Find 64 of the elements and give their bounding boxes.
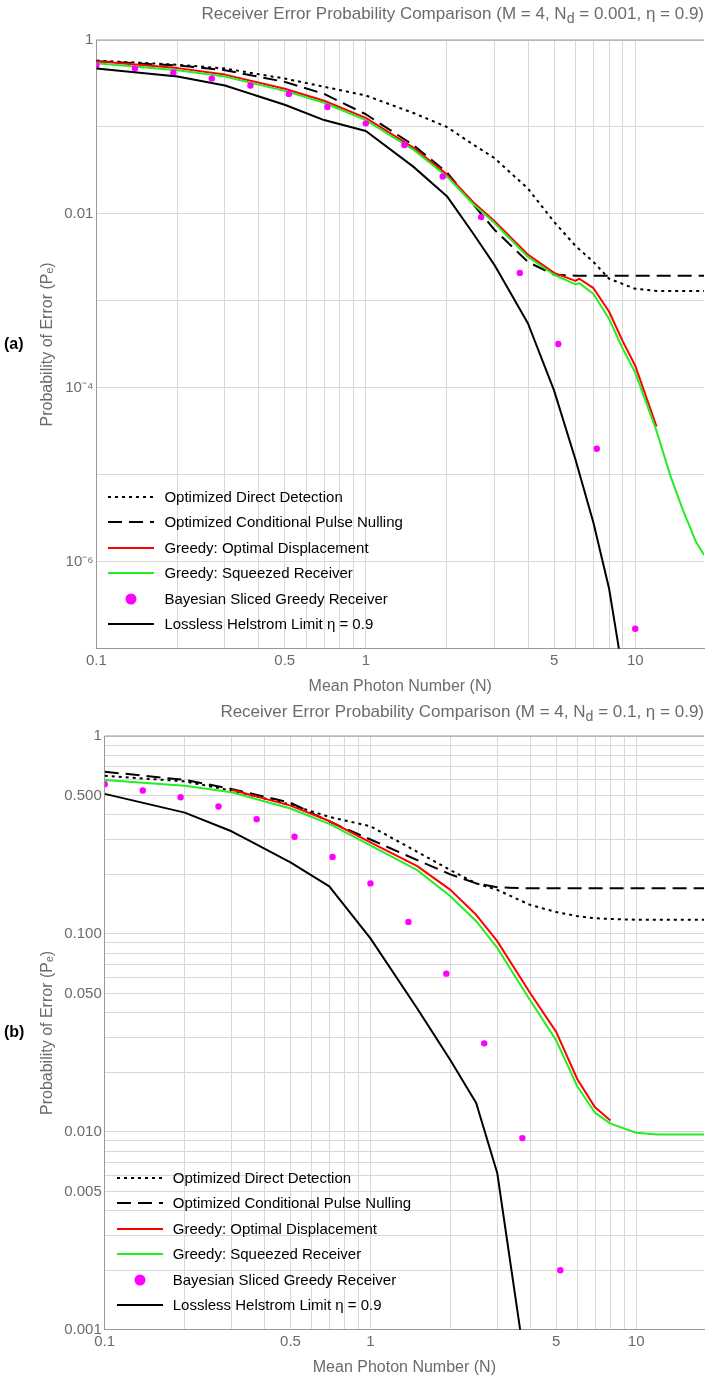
x-tick-label: 5 (552, 1331, 561, 1349)
legend-label: Greedy: Squeezed Receiver (164, 563, 353, 584)
legend-label: Optimized Conditional Pulse Nulling (172, 1193, 412, 1214)
y-axis-title: Probability of Error (Pₑ) (38, 950, 56, 1116)
point (443, 970, 450, 977)
point (362, 120, 370, 127)
point (131, 65, 139, 72)
x-tick-label: 1 (361, 650, 370, 668)
point (177, 794, 184, 801)
point (253, 815, 260, 823)
y-tick-label: 1 (93, 726, 102, 744)
text: (b) (4, 1023, 25, 1041)
legend-label: Greedy: Optimal Displacement (164, 537, 369, 558)
point (632, 625, 639, 632)
x-tick-label: 10 (626, 650, 644, 668)
y-tick-label: 1 (85, 30, 94, 48)
legend-label: Bayesian Sliced Greedy Receiver (164, 588, 388, 609)
y-tick-label: 0.100 (64, 924, 102, 942)
point (208, 75, 215, 82)
point (401, 141, 408, 149)
y-tick-label: 10⁻⁶ (65, 551, 94, 569)
point (555, 340, 562, 348)
point (291, 833, 298, 840)
legend-label: Optimized Direct Detection (164, 486, 343, 507)
chart-title: Receiver Error Probability Comparison (M = 4, N$_{d}$ = 0.001, η = 0.9) (200, 3, 705, 28)
point (247, 82, 254, 89)
point (477, 213, 485, 221)
y-axis-title: Probability of Error (Pₑ) (38, 262, 56, 427)
point (481, 1040, 488, 1047)
point (324, 103, 331, 111)
text: (a) (4, 334, 24, 352)
x-tick-label: 1 (366, 1331, 375, 1349)
point (593, 445, 600, 452)
x-tick-label: 0.5 (274, 650, 296, 668)
legend-label: Bayesian Sliced Greedy Receiver (172, 1269, 397, 1290)
y-tick-label: 0.005 (64, 1181, 102, 1199)
legend-label: Lossless Helstrom Limit η = 0.9 (172, 1295, 382, 1316)
y-tick-label: 0.500 (64, 785, 102, 803)
x-axis-title: Mean Photon Number (N) (312, 1357, 496, 1375)
y-tick-label: 0.010 (64, 1122, 102, 1140)
x-tick-label: 0.5 (280, 1331, 301, 1349)
y-tick-label: 0.050 (64, 983, 102, 1001)
point (516, 269, 524, 277)
legend-label: Optimized Conditional Pulse Nulling (164, 512, 403, 533)
x-tick-label: 0.1 (85, 650, 107, 668)
point (215, 803, 222, 810)
point (557, 1267, 564, 1274)
x-tick-label: 10 (627, 1331, 645, 1349)
legend-label: Greedy: Optimal Displacement (172, 1218, 377, 1239)
point (439, 173, 446, 180)
point (367, 880, 374, 887)
point (519, 1134, 526, 1142)
point (139, 787, 146, 794)
legend-label: Optimized Direct Detection (172, 1167, 352, 1188)
point (329, 853, 336, 861)
chart-title: Receiver Error Probability Comparison (M = 4, N$_{d}$ = 0.1, η = 0.9) (219, 701, 705, 725)
x-tick-label: 5 (549, 650, 559, 668)
y-tick-label: 0.01 (64, 204, 94, 222)
point (285, 90, 293, 98)
legend-label: Greedy: Squeezed Receiver (172, 1244, 362, 1265)
point (405, 918, 412, 926)
legend-label: Lossless Helstrom Limit η = 0.9 (164, 614, 374, 635)
y-tick-label: 10⁻⁴ (65, 378, 94, 396)
x-axis-title: Mean Photon Number (N) (308, 676, 492, 694)
